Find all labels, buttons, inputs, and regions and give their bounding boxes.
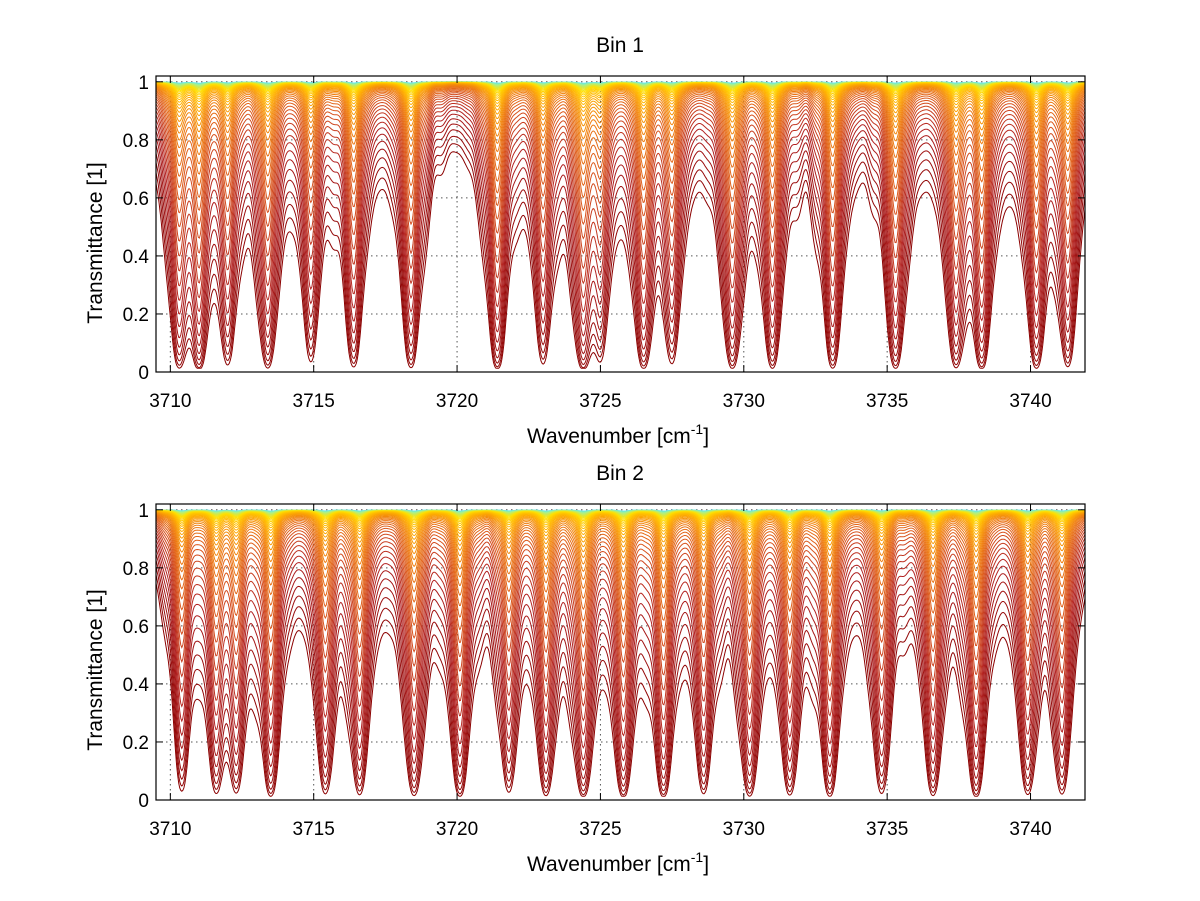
chart-panel-bin-2: Bin 2 3710 3715 3720 3725 3730 3735 3740 0 0.2 0.… [84, 462, 1086, 876]
transmittance-series [156, 93, 1085, 240]
transmittance-series [156, 151, 1085, 369]
transmittance-series [156, 513, 1085, 573]
transmittance-series [156, 511, 1085, 548]
plot-area: 3710 3715 3720 3725 3730 3735 3740 0 0.2 0.4 0.6 0.… [123, 501, 1086, 840]
transmittance-series [156, 85, 1085, 156]
y-tick-label: 0.4 [123, 247, 150, 268]
transmittance-series [156, 522, 1085, 664]
y-tick-label: 1 [138, 501, 149, 522]
transmittance-series [156, 518, 1085, 623]
x-tick-label: 3720 [436, 819, 478, 840]
x-tick-label: 3720 [436, 391, 478, 412]
x-axis-label: Wavenumber [cm-1] [527, 421, 709, 448]
x-tick-label: 3740 [1009, 819, 1051, 840]
transmittance-series [156, 583, 1085, 797]
transmittance-series [156, 85, 1085, 147]
transmittance-series [156, 90, 1085, 212]
transmittance-series [156, 526, 1085, 693]
transmittance-series [156, 97, 1085, 270]
transmittance-series [156, 539, 1085, 750]
transmittance-series [156, 532, 1085, 723]
chart-title: Bin 1 [596, 34, 644, 57]
axes-frame [155, 503, 1086, 801]
x-tick-label: 3730 [723, 819, 765, 840]
x-tick-label: 3715 [293, 391, 335, 412]
transmittance-series [156, 510, 1085, 530]
transmittance-series [156, 554, 1085, 781]
transmittance-series [156, 86, 1085, 165]
transmittance-series [156, 519, 1085, 636]
transmittance-series [156, 103, 1085, 299]
y-tick-label: 0.4 [123, 675, 150, 696]
transmittance-series [156, 109, 1085, 326]
y-tick-label: 0 [138, 791, 149, 812]
x-axis-label: Wavenumber [cm-1] [527, 849, 709, 876]
transmittance-series [156, 515, 1085, 590]
y-tick-label: 0.6 [123, 617, 149, 638]
chart-title: Bin 2 [596, 462, 644, 485]
transmittance-series [156, 87, 1085, 176]
transmittance-series [156, 84, 1085, 133]
y-tick-label: 0 [138, 363, 149, 384]
y-tick-label: 0.2 [123, 733, 149, 754]
transmittance-series [156, 84, 1085, 140]
transmittance-series [156, 514, 1085, 581]
transmittance-series [156, 84, 1085, 127]
plot-area: 3710 3715 3720 3725 3730 3735 3740 0 0.2 0.4 0.6 0.… [123, 73, 1086, 412]
x-tick-label: 3740 [1009, 391, 1051, 412]
series-group [156, 81, 1085, 369]
transmittance-series [156, 512, 1085, 553]
x-tick-label: 3725 [579, 391, 621, 412]
transmittance-series [156, 123, 1085, 355]
transmittance-series [156, 515, 1085, 600]
x-tick-label: 3735 [866, 819, 908, 840]
transmittance-series [156, 548, 1085, 772]
transmittance-series [156, 574, 1085, 796]
transmittance-series [156, 511, 1085, 543]
x-tick-label: 3735 [866, 391, 908, 412]
transmittance-series [156, 511, 1085, 539]
x-tick-label: 3725 [579, 819, 621, 840]
y-tick-label: 0.8 [123, 559, 149, 580]
transmittance-series [156, 89, 1085, 199]
y-tick-label: 0.6 [123, 189, 149, 210]
y-axis-label: Transmittance [1] [84, 162, 107, 323]
transmittance-series [156, 143, 1085, 369]
x-tick-label: 3730 [723, 391, 765, 412]
transmittance-series [156, 95, 1085, 255]
transmittance-series [156, 118, 1085, 347]
transmittance-series [156, 100, 1085, 285]
transmittance-series [156, 510, 1085, 533]
y-tick-label: 0.8 [123, 131, 149, 152]
series-group [156, 509, 1085, 797]
transmittance-series [156, 513, 1085, 566]
transmittance-series [156, 524, 1085, 678]
x-tick-label: 3715 [293, 819, 335, 840]
x-tick-label: 3710 [149, 391, 191, 412]
y-tick-label: 0.2 [123, 305, 149, 326]
transmittance-series [156, 520, 1085, 649]
axes-frame [155, 75, 1086, 373]
transmittance-series [156, 88, 1085, 187]
transmittance-series [156, 92, 1085, 226]
transmittance-series [156, 529, 1085, 708]
transmittance-series [156, 83, 1085, 122]
transmittance-series [156, 129, 1085, 361]
y-tick-label: 1 [138, 73, 149, 94]
chart-panel-bin-1: Bin 1 3710 3715 3720 3725 3730 3735 3740 0 0.2 0.… [84, 34, 1086, 448]
x-tick-label: 3710 [149, 819, 191, 840]
transmittance-series [156, 510, 1085, 536]
transmittance-series [156, 543, 1085, 762]
transmittance-series [156, 512, 1085, 559]
y-axis-label: Transmittance [1] [84, 589, 107, 750]
transmittance-series [156, 516, 1085, 611]
transmittance-series [156, 535, 1085, 737]
transmittance-series [156, 135, 1085, 366]
transmittance-series [156, 106, 1085, 313]
transmittance-series [156, 560, 1085, 787]
transmittance-series [156, 113, 1085, 337]
transmittance-series [156, 566, 1085, 792]
